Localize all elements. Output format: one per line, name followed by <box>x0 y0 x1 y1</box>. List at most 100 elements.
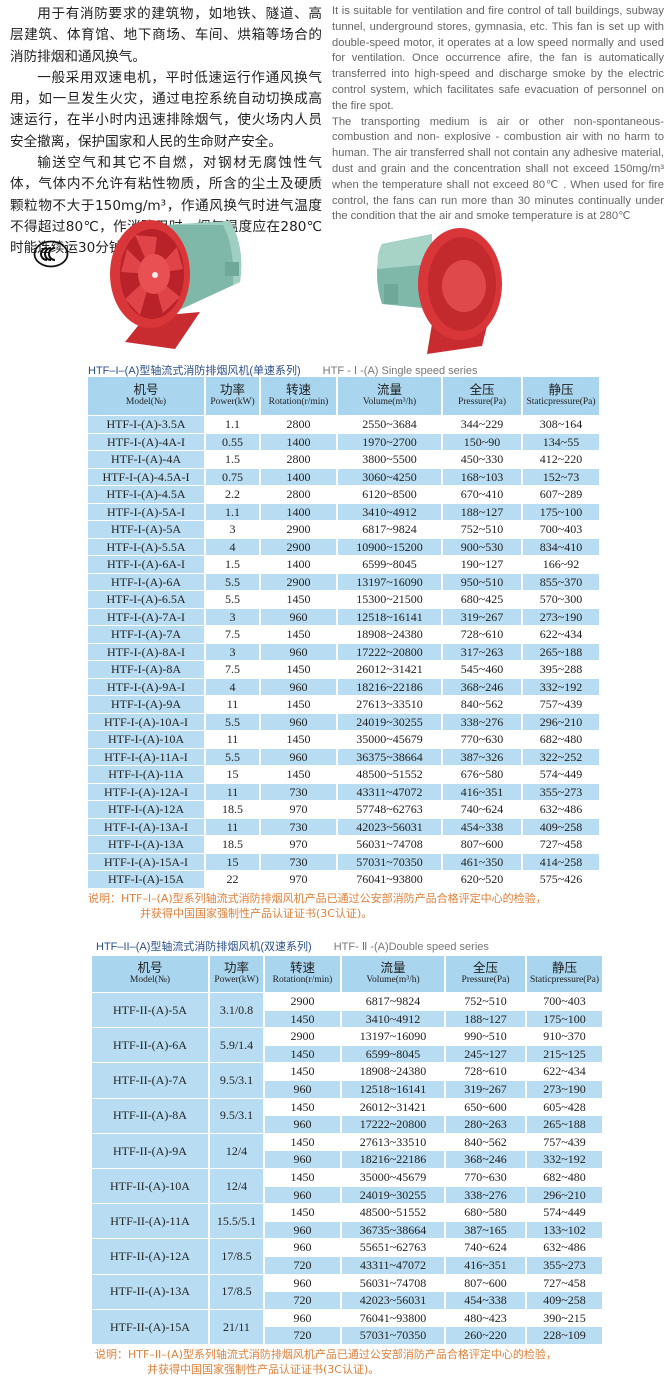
cell-rotation: 1450 <box>286 627 311 641</box>
cell-pressure: 840~562 <box>464 1134 507 1149</box>
cell-pressure: 368~246 <box>443 678 521 695</box>
header-cn: 流量 <box>376 383 402 397</box>
header-static-pressure: 静压 Staticpressure(Pa) <box>523 377 599 415</box>
note-line: 说明：HTF–II–(A)型系列轴流式消防排烟风机产品已通过公安部消防产品合格评… <box>95 1348 557 1361</box>
cell-power: 2.2 <box>225 487 240 501</box>
cell-static-pressure: 574~449 <box>543 1205 586 1220</box>
cell-power: 9.5/3.1 <box>210 1063 263 1098</box>
cell-static-pressure: 910~370 <box>543 1029 586 1044</box>
header-rotation: 转速 Rotation(r/min) <box>261 377 336 415</box>
cell-volume: 6120~8500 <box>362 487 417 501</box>
table-row: HTF-I-(A)-8A 7.5 1450 26012~31421 545~460 395… <box>88 661 599 678</box>
header-volume: 流量 Volume(m³/h) <box>338 377 441 415</box>
table-row: 1450 3410~4912 188~127 175~100 <box>92 1010 602 1028</box>
cell-volume: 55651~62763 <box>359 1240 427 1255</box>
cell-rotation: 1450 <box>286 592 311 606</box>
cell-power: 11 <box>226 732 239 746</box>
header-en: Rotation(r/min) <box>268 397 329 407</box>
cell-rotation: 2900 <box>261 538 336 555</box>
table-row: HTF-I-(A)-6A 5.5 2900 13197~16090 950~510 855… <box>88 573 599 590</box>
table-row: 960 24019~30255 338~276 296~210 <box>92 1186 602 1204</box>
cell-power: 1.1 <box>206 503 259 520</box>
table-row: HTF-I-(A)-12A-I 11 730 43311~47072 416~351 35… <box>88 783 599 800</box>
cell-pressure: 245~127 <box>446 1045 525 1063</box>
cell-power: 22 <box>226 872 239 886</box>
cell-rotation: 1450 <box>265 1045 340 1063</box>
intro-english: It is suitable for ventilation and fire … <box>332 4 664 225</box>
header-model: 机号 Model(№) <box>88 377 204 415</box>
cell-pressure: 990~510 <box>464 1029 507 1044</box>
cell-model: HTF-II-(A)-13A <box>92 1274 208 1309</box>
cell-rotation: 970 <box>289 802 308 816</box>
cell-volume: 27613~33510 <box>359 1134 427 1149</box>
cell-pressure: 338~276 <box>443 713 521 730</box>
cell-volume: 1970~2700 <box>338 433 441 450</box>
table-row: HTF-I-(A)-6.5A 5.5 1450 15300~21500 680~425 5… <box>88 591 599 608</box>
cell-power: 15.5/5.1 <box>210 1204 263 1239</box>
cell-volume: 12518~16141 <box>338 608 441 625</box>
cell-power: 18.5 <box>222 837 243 851</box>
cell-power: 11 <box>206 783 259 800</box>
cell-power: 1.1 <box>225 417 240 431</box>
cell-volume: 43311~47072 <box>338 783 441 800</box>
cell-static-pressure: 632~486 <box>543 1240 586 1255</box>
cell-volume: 18908~24380 <box>359 1064 427 1079</box>
header-en: Rotation(r/min) <box>272 975 333 985</box>
cell-static-pressure: 834~410 <box>523 538 599 555</box>
cell-pressure: 150~90 <box>443 433 521 450</box>
table-row: 720 42023~56031 454~338 409~258 <box>92 1292 602 1309</box>
header-cn: 转速 <box>285 383 311 397</box>
cell-rotation: 1450 <box>286 662 311 676</box>
cell-pressure: 650~600 <box>464 1099 507 1114</box>
cell-static-pressure: 682~480 <box>539 732 583 746</box>
cell-rotation: 960 <box>261 713 336 730</box>
cell-static-pressure: 575~426 <box>539 872 583 886</box>
cell-static-pressure: 409~258 <box>523 818 599 835</box>
header-power: 功率 Power(kW) <box>210 956 263 992</box>
cell-power: 15 <box>206 853 259 870</box>
cell-power: 7.5 <box>225 627 240 641</box>
table-row: HTF-I-(A)-3.5A 1.1 2800 2550~3684 344~229 308… <box>88 416 599 433</box>
header-en: Pressure(Pa) <box>457 397 506 407</box>
cell-volume: 17222~20800 <box>342 1116 444 1133</box>
cell-pressure: 317~263 <box>443 643 521 660</box>
cell-power: 3 <box>206 643 259 660</box>
cell-volume: 2550~3684 <box>362 417 417 431</box>
intro-en-paragraph: The transporting medium is air or other … <box>332 115 664 223</box>
header-pressure: 全压 Pressure(Pa) <box>446 956 525 992</box>
cell-power: 5.5 <box>206 713 259 730</box>
cell-rotation: 1400 <box>261 433 336 450</box>
cell-power: 1.5 <box>225 557 240 571</box>
double-speed-fan-image <box>377 228 502 354</box>
table-row: 960 12518~16141 319~267 273~190 <box>92 1080 602 1098</box>
cell-rotation: 960 <box>261 608 336 625</box>
cell-model: HTF-I-(A)-10A <box>88 731 204 748</box>
cell-pressure: 319~267 <box>443 608 521 625</box>
table-row: HTF-I-(A)-13A-I 11 730 42023~56031 454~338 40… <box>88 818 599 835</box>
table-row: HTF-II-(A)-9A 12/4 1450 27613~33510 840~562 7… <box>92 1133 602 1168</box>
table-row: HTF-I-(A)-4.5A-I 0.75 1400 3060~4250 168~103… <box>88 468 599 485</box>
header-cn: 机号 <box>137 961 163 975</box>
note-line: 并获得中国国家强制性产品认证证书(3C认证)。 <box>147 1363 380 1376</box>
cell-volume: 57031~70350 <box>342 1327 444 1344</box>
cell-static-pressure: 409~258 <box>527 1292 602 1309</box>
cell-volume: 6817~9824 <box>362 522 417 536</box>
cell-static-pressure: 152~73 <box>523 468 599 485</box>
cell-volume: 76041~93800 <box>359 1310 427 1325</box>
table-row: HTF-I-(A)-7A-I 3 960 12518~16141 319~267 273~… <box>88 608 599 625</box>
cell-model: HTF-II-(A)-11A <box>92 1204 208 1239</box>
cell-pressure: 740~624 <box>460 802 504 816</box>
cell-pressure: 344~229 <box>460 417 504 431</box>
cell-rotation: 1450 <box>290 1099 315 1114</box>
cell-power: 11 <box>206 818 259 835</box>
cell-static-pressure: 622~434 <box>539 627 583 641</box>
ccc-certification-logo <box>33 240 69 268</box>
table2-title-cn: HTF–II–(A)型轴流式消防排烟风机(双速系列) <box>96 941 312 953</box>
cell-model: HTF-II-(A)-8A <box>92 1098 208 1133</box>
cell-static-pressure: 273~190 <box>523 608 599 625</box>
cell-pressure: 728~610 <box>464 1064 507 1079</box>
cell-pressure: 368~246 <box>446 1151 525 1168</box>
cell-power: 5.5 <box>206 748 259 765</box>
cell-power: 5.5 <box>206 573 259 590</box>
cell-rotation: 730 <box>261 818 336 835</box>
